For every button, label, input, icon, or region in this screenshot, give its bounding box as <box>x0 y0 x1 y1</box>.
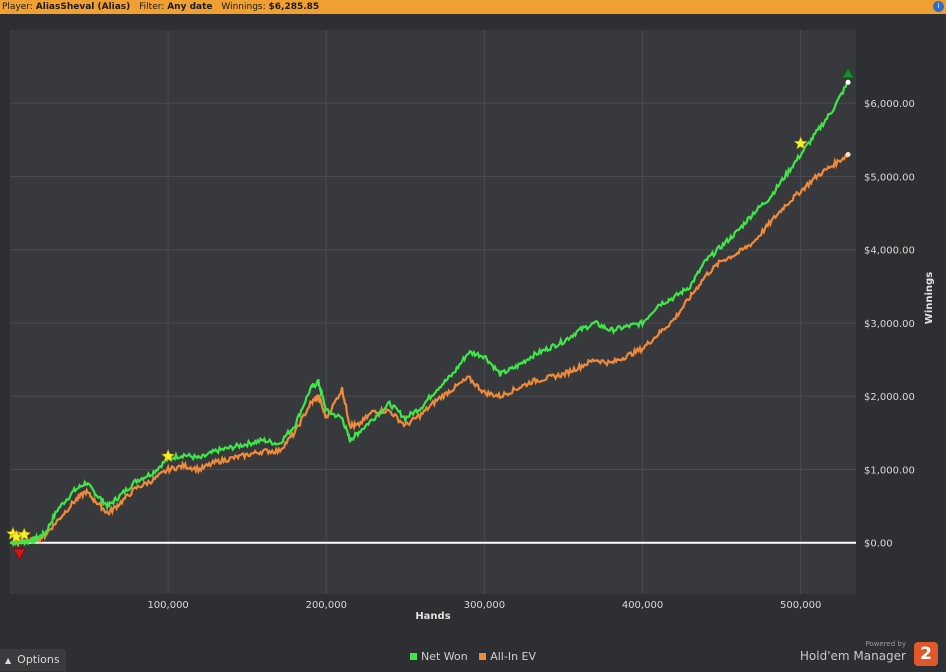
legend-swatch-all-in-ev <box>479 653 487 660</box>
all-in-ev-end-point <box>845 152 851 158</box>
min-marker <box>12 548 27 561</box>
winnings-chart: 100,000 200,000 300,000 400,000 500,000 $0.00… <box>6 30 935 622</box>
filter-label: Filter: <box>139 2 165 12</box>
legend-label-all-in-ev: All-In EV <box>490 650 537 663</box>
options-label: Options <box>17 653 60 666</box>
series-all-in-ev-line <box>9 153 850 548</box>
star-marker <box>17 527 32 541</box>
y-tick-label: $3,000.00 <box>864 319 915 330</box>
legend-label-net-won: Net Won <box>420 650 468 663</box>
winnings-label: Winnings: <box>221 2 266 12</box>
x-tick-label: 200,000 <box>306 600 347 611</box>
plot-area <box>10 30 856 594</box>
axis-ticks: 100,000 200,000 300,000 400,000 500,000 $0.00… <box>147 99 914 611</box>
holdem-manager-logo: 2 <box>914 642 938 666</box>
y-tick-label: $0.00 <box>864 539 893 550</box>
powered-by-text: Powered by <box>865 640 906 648</box>
y-tick-label: $2,000.00 <box>864 392 915 403</box>
y-tick-label: $5,000.00 <box>864 172 915 183</box>
series-net-won-line <box>10 81 849 548</box>
chevron-up-icon: ▲ <box>5 656 12 665</box>
y-tick-label: $6,000.00 <box>864 99 915 110</box>
max-marker <box>841 66 855 79</box>
y-tick-label: $1,000.00 <box>864 465 915 476</box>
markers <box>6 66 855 561</box>
y-tick-label: $4,000.00 <box>864 246 915 257</box>
star-marker <box>161 449 176 463</box>
brand: Powered by Hold'em Manager 2 <box>800 640 938 668</box>
info-icon[interactable]: i <box>933 1 944 12</box>
x-tick-label: 400,000 <box>622 600 663 611</box>
filter-value: Any date <box>167 2 213 12</box>
legend-item-all-in-ev[interactable]: All-In EV <box>479 650 536 663</box>
winnings-value: $6,285.85 <box>268 2 320 12</box>
x-tick-label: 100,000 <box>147 600 188 611</box>
options-button[interactable]: ▲ Options <box>0 649 66 671</box>
star-marker <box>793 136 808 150</box>
y-axis-label: Winnings <box>924 272 935 324</box>
legend-item-net-won[interactable]: Net Won <box>409 650 468 663</box>
legend-swatch-net-won <box>409 653 417 660</box>
player-label: Player: <box>2 2 33 12</box>
x-axis-label: Hands <box>415 611 450 622</box>
x-tick-label: 300,000 <box>464 600 505 611</box>
grid <box>10 30 856 594</box>
net-won-end-point <box>845 79 851 85</box>
header-bar: Player: AliasSheval (Alias) Filter: Any … <box>0 0 946 14</box>
player-value: AliasSheval (Alias) <box>35 2 131 12</box>
brand-name: Hold'em Manager <box>799 649 906 663</box>
x-tick-label: 500,000 <box>780 600 821 611</box>
